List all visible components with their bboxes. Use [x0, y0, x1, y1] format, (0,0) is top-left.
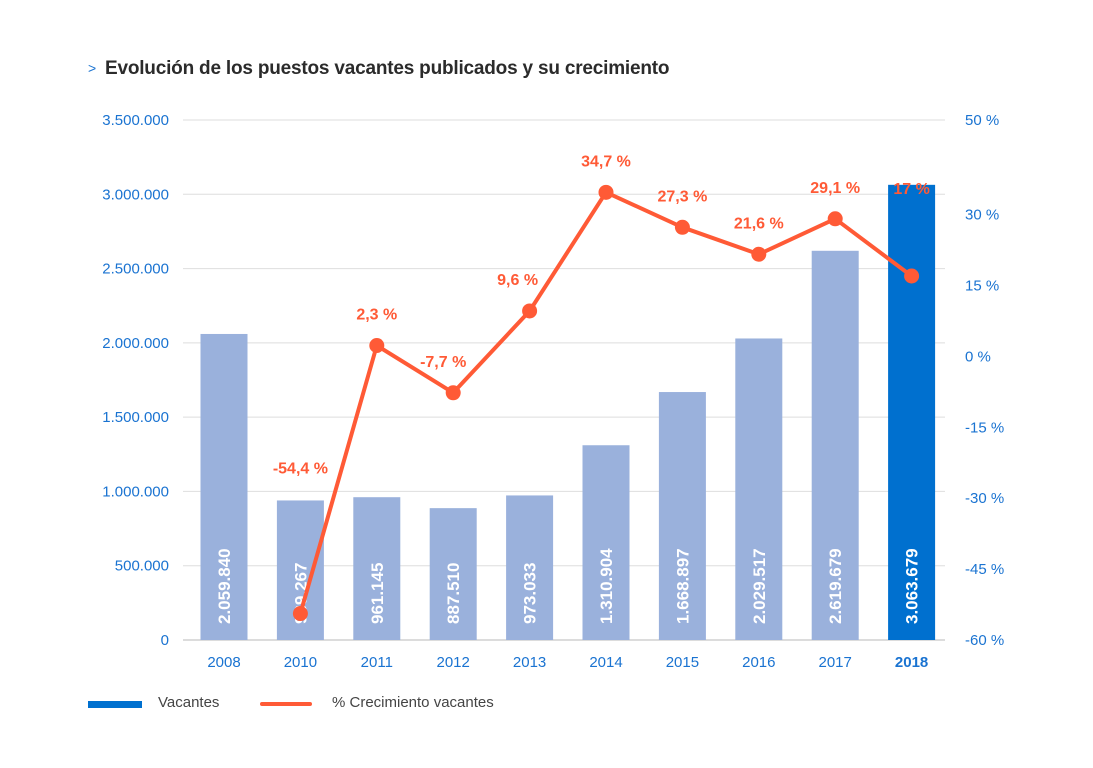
growth-data-label: -54,4 %: [273, 461, 328, 478]
y-left-tick-label: 1.500.000: [102, 409, 169, 426]
growth-data-label: 17 %: [893, 181, 929, 198]
y-right-tick-label: 15 %: [965, 277, 999, 294]
y-left-tick-label: 3.500.000: [102, 112, 169, 129]
bar-value-label: 3.063.679: [903, 548, 922, 624]
y-left-tick-label: 500.000: [115, 558, 169, 575]
bar-2016: [735, 338, 783, 640]
growth-data-label: -7,7 %: [420, 354, 466, 371]
y-left-tick-label: 2.000.000: [102, 335, 169, 352]
x-tick-label: 2014: [589, 654, 622, 671]
bar-value-label: 2.619.679: [826, 548, 845, 624]
x-tick-label: 2013: [513, 654, 546, 671]
x-tick-label: 2017: [819, 654, 852, 671]
growth-point: [522, 303, 538, 319]
growth-point: [674, 219, 690, 235]
bar-2017: [811, 250, 859, 641]
y-right-tick-label: 30 %: [965, 207, 999, 224]
chevron-right-icon: >: [88, 60, 96, 76]
bar-2015: [658, 392, 706, 640]
bar-value-label: 2.029.517: [750, 548, 769, 624]
chart-title: > Evolución de los puestos vacantes publi…: [88, 58, 669, 80]
bar-value-label: 1.668.897: [673, 548, 692, 624]
x-tick-label: 2011: [361, 654, 393, 671]
growth-data-label: 21,6 %: [734, 215, 784, 232]
growth-point: [598, 184, 614, 200]
bar-value-label: 887.510: [444, 563, 463, 624]
x-tick-label: 2018: [895, 654, 928, 671]
y-right-tick-label: -15 %: [965, 419, 1004, 436]
growth-data-label: 27,3 %: [657, 188, 707, 205]
bar-value-label: 2.059.840: [215, 548, 234, 624]
bar-value-label: 1.310.904: [597, 548, 616, 624]
x-tick-label: 2010: [284, 654, 317, 671]
bar-2011: [353, 497, 401, 640]
y-left-tick-label: 3.000.000: [102, 186, 169, 203]
bar-2013: [506, 495, 554, 640]
legend-swatch-line: [260, 702, 312, 706]
bar-2014: [582, 445, 630, 640]
legend-label-vacantes: Vacantes: [158, 694, 220, 711]
bar-value-label: 973.033: [521, 563, 540, 624]
y-right-tick-label: -45 %: [965, 561, 1004, 578]
legend-label-crecimiento: % Crecimiento vacantes: [332, 694, 494, 711]
y-right-tick-label: -60 %: [965, 632, 1004, 649]
growth-data-label: 34,7 %: [581, 153, 631, 170]
growth-point: [445, 385, 461, 401]
y-right-tick-label: 0 %: [965, 348, 991, 365]
bar-2008: [200, 333, 248, 640]
x-tick-label: 2016: [742, 654, 775, 671]
y-right-tick-label: 50 %: [965, 112, 999, 129]
y-right-tick-label: -30 %: [965, 490, 1004, 507]
x-tick-label: 2008: [207, 654, 240, 671]
bar-2018: [888, 184, 936, 640]
growth-point: [292, 606, 308, 622]
y-left-tick-label: 0: [161, 632, 169, 649]
chart-title-text: Evolución de los puestos vacantes public…: [104, 58, 670, 79]
growth-data-label: 9,6 %: [497, 272, 538, 289]
growth-point: [904, 268, 920, 284]
y-left-tick-label: 2.500.000: [102, 261, 169, 278]
growth-data-label: 2,3 %: [356, 306, 397, 323]
growth-point: [369, 337, 385, 353]
bar-2012: [429, 508, 477, 640]
bar-value-label: 961.145: [368, 563, 387, 624]
x-tick-label: 2012: [437, 654, 470, 671]
growth-point: [827, 211, 843, 227]
growth-point: [751, 246, 767, 262]
y-left-tick-label: 1.000.000: [102, 483, 169, 500]
growth-data-label: 29,1 %: [810, 180, 860, 197]
legend-swatch-bar: [88, 701, 142, 708]
x-tick-label: 2015: [666, 654, 699, 671]
